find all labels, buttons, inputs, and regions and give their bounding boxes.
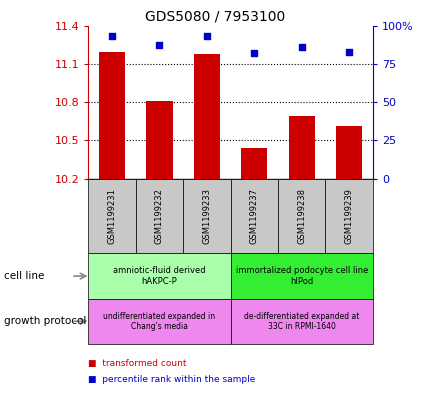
Point	[250, 50, 257, 56]
Point	[345, 48, 352, 55]
Text: GSM1199233: GSM1199233	[202, 188, 211, 244]
Text: GDS5080 / 7953100: GDS5080 / 7953100	[145, 10, 285, 24]
Text: cell line: cell line	[4, 271, 45, 281]
Point	[203, 33, 210, 39]
Text: GSM1199239: GSM1199239	[344, 188, 353, 244]
Text: ■  transformed count: ■ transformed count	[88, 359, 187, 368]
Text: GSM1199237: GSM1199237	[249, 188, 258, 244]
Text: GSM1199232: GSM1199232	[155, 188, 163, 244]
Text: de-differentiated expanded at
33C in RPMI-1640: de-differentiated expanded at 33C in RPM…	[243, 312, 359, 331]
Bar	[146, 101, 172, 179]
Text: GSM1199238: GSM1199238	[297, 188, 305, 244]
Text: GSM1199231: GSM1199231	[108, 188, 116, 244]
Text: growth protocol: growth protocol	[4, 316, 86, 326]
Text: amniotic-fluid derived
hAKPC-P: amniotic-fluid derived hAKPC-P	[113, 266, 205, 286]
Bar	[194, 53, 219, 179]
Text: ■  percentile rank within the sample: ■ percentile rank within the sample	[88, 375, 255, 384]
Point	[108, 33, 115, 39]
Bar	[241, 148, 267, 179]
Bar	[288, 116, 314, 179]
Point	[156, 42, 163, 49]
Text: immortalized podocyte cell line
hIPod: immortalized podocyte cell line hIPod	[235, 266, 367, 286]
Bar	[99, 52, 125, 179]
Point	[298, 44, 304, 50]
Bar	[335, 127, 361, 179]
Text: undifferentiated expanded in
Chang's media: undifferentiated expanded in Chang's med…	[103, 312, 215, 331]
